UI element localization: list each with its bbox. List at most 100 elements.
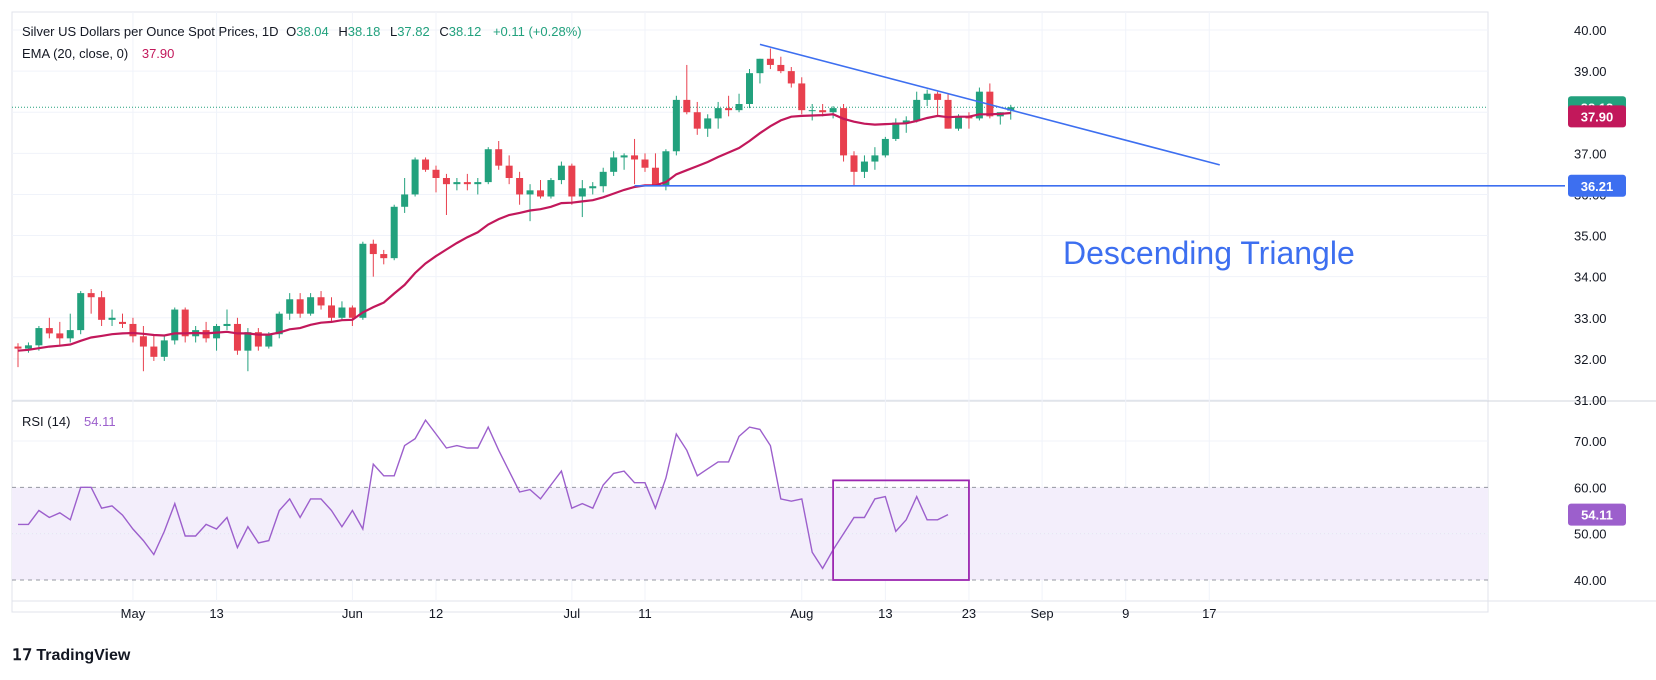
candle	[505, 155, 513, 185]
chart-header: Silver US Dollars per Ounce Spot Prices,…	[22, 24, 586, 39]
price-pane[interactable]	[12, 43, 1565, 372]
rsi-pane[interactable]	[12, 418, 1488, 581]
candle-body	[77, 293, 85, 331]
candle-body	[422, 159, 430, 170]
candle	[537, 180, 544, 199]
candle-body	[181, 309, 189, 337]
candle-body	[568, 165, 576, 197]
candle-body	[411, 159, 419, 195]
candle	[766, 48, 774, 70]
candle	[881, 136, 889, 158]
candle-body	[119, 321, 126, 324]
rsi-value-label: 54.11	[1568, 503, 1626, 526]
price-label-ema: 37.90	[1568, 105, 1626, 128]
candle-body	[505, 165, 513, 178]
time-tick-label: 12	[429, 606, 443, 621]
candle-body	[516, 178, 524, 195]
candle	[704, 114, 712, 137]
candle	[98, 291, 106, 326]
candle-body	[641, 159, 649, 168]
candle-body	[840, 108, 848, 156]
candle	[181, 307, 189, 343]
candle	[307, 293, 315, 316]
candle-body	[401, 194, 409, 207]
candle	[578, 180, 586, 218]
candle-body	[244, 332, 252, 351]
candle-body	[463, 182, 471, 185]
candle-body	[108, 317, 116, 320]
price-tick-label: 37.00	[1574, 146, 1607, 161]
candle	[233, 317, 241, 355]
candle	[892, 118, 900, 141]
candle	[422, 157, 430, 172]
candle-body	[453, 182, 461, 185]
candle	[735, 93, 743, 113]
candle-body	[599, 171, 607, 187]
candle	[24, 342, 32, 353]
candle-body	[756, 58, 764, 74]
candle-body	[56, 333, 64, 339]
candle-body	[484, 149, 492, 183]
candle	[401, 178, 409, 213]
price-label-text: 36.21	[1581, 179, 1614, 194]
time-tick-label: 9	[1122, 606, 1129, 621]
candle	[808, 104, 816, 121]
price-tick-label: 39.00	[1574, 64, 1607, 79]
candle	[662, 149, 670, 191]
candle-body	[233, 323, 241, 351]
candle	[871, 147, 879, 170]
candle	[526, 184, 534, 222]
price-label-support: 36.21	[1568, 174, 1626, 197]
candle	[746, 69, 753, 109]
price-label-text: 37.90	[1581, 109, 1614, 124]
rsi-line	[18, 418, 949, 570]
candle	[474, 178, 482, 195]
candle-body	[860, 161, 868, 172]
price-tick-label: 33.00	[1574, 311, 1607, 326]
candle-body	[704, 118, 712, 129]
tradingview-logo[interactable]: 𝟣𝟩 TradingView	[12, 645, 130, 665]
candle-body	[265, 334, 273, 347]
candle-body	[610, 157, 618, 172]
candle-body	[892, 122, 900, 139]
candle	[756, 58, 764, 84]
price-tick-label: 35.00	[1574, 229, 1607, 244]
price-tick-label: 34.00	[1574, 270, 1607, 285]
candle-body	[944, 99, 952, 129]
candle-body	[432, 169, 440, 178]
candle-body	[975, 91, 983, 119]
candle-body	[777, 64, 785, 72]
candle	[934, 91, 942, 117]
candle	[45, 317, 53, 339]
candle	[599, 167, 607, 193]
candle-body	[766, 58, 774, 65]
price-label-box	[1568, 105, 1626, 128]
candle-body	[746, 73, 753, 104]
candle-body	[390, 206, 398, 259]
rsi-highlight-box	[832, 479, 970, 581]
candle	[338, 301, 346, 320]
time-tick-label: 13	[209, 606, 223, 621]
candle	[651, 153, 659, 187]
candle-body	[913, 99, 921, 121]
annotation-descending-triangle: Descending Triangle	[1063, 235, 1355, 271]
candle-body	[850, 155, 858, 172]
rsi-header: RSI (14) 54.11	[22, 414, 120, 429]
ema-label: EMA (20, close, 0)	[22, 46, 129, 61]
candle	[390, 204, 398, 261]
candle	[56, 321, 64, 347]
candle-body	[526, 190, 534, 195]
candle	[589, 182, 597, 195]
rsi-tick-label: 40.00	[1574, 573, 1607, 588]
candle	[296, 293, 304, 318]
time-tick-label: 17	[1202, 606, 1216, 621]
time-tick-label: Aug	[790, 606, 813, 621]
candle	[369, 239, 377, 277]
candle	[631, 138, 639, 185]
candle-body	[735, 104, 743, 111]
time-tick-label: Jun	[342, 606, 363, 621]
candle	[850, 151, 858, 187]
candle-body	[14, 346, 22, 349]
candle-body	[87, 293, 95, 298]
